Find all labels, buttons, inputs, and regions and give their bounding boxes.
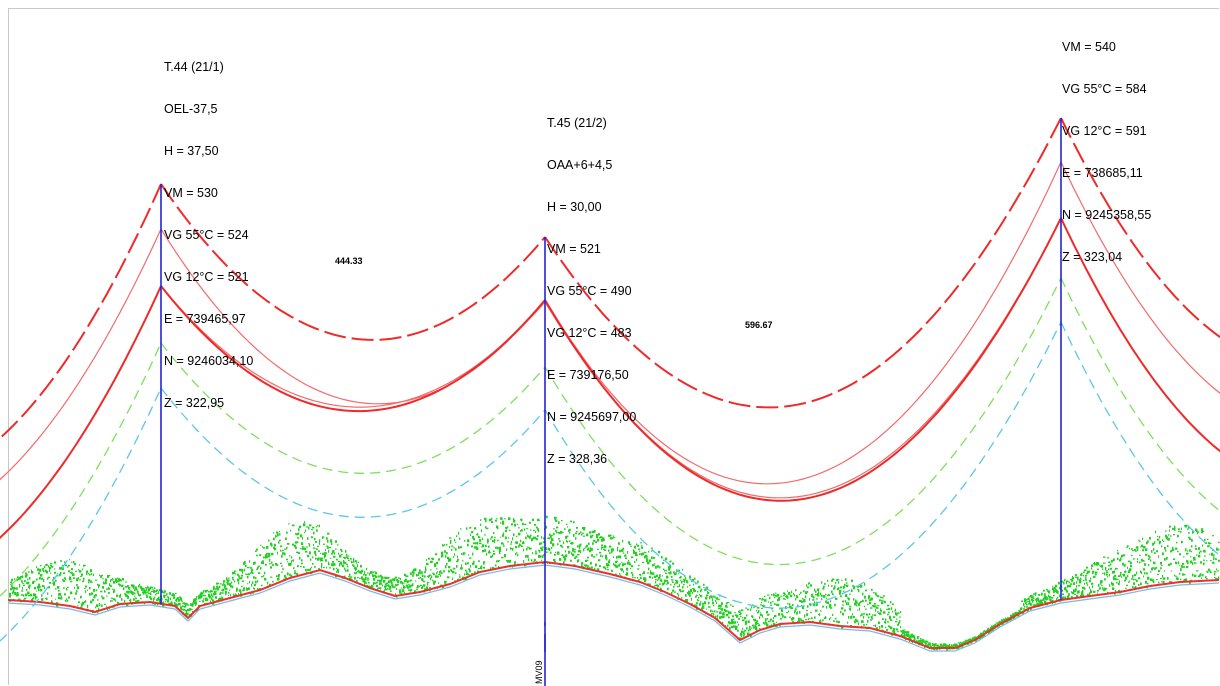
tower-t44-line: N = 9246034,10 — [164, 354, 254, 368]
ground-profile-line — [7, 560, 1220, 649]
tower-t45-line: VG 12°C = 483 — [547, 326, 632, 340]
tower-t44-line: VM = 530 — [164, 186, 218, 200]
tower-t44-line: H = 37,50 — [164, 144, 219, 158]
tower-t45-line: N = 9245697,00 — [547, 410, 637, 424]
tower-t44-annotation: T.44 (21/1) OEL-37,5 H = 37,50 VM = 530 … — [164, 32, 253, 424]
vegetation-layer — [9, 515, 1220, 651]
tower-t45-line: E = 739176,50 — [547, 368, 629, 382]
tower-t46-line: Z = 323,04 — [1062, 250, 1123, 264]
tower-t45-line: OAA+6+4,5 — [547, 158, 613, 172]
tower-t44-line: VG 55°C = 524 — [164, 228, 249, 242]
tower-t46-line: VM = 540 — [1062, 40, 1116, 54]
tower-t45-line: H = 30,00 — [547, 200, 602, 214]
tower-t45-line: VM = 521 — [547, 242, 601, 256]
tower-t45-line: Z = 328,36 — [547, 452, 608, 466]
tower-t46-line: E = 738685,11 — [1062, 166, 1143, 180]
vegetation-points — [9, 515, 1220, 651]
tower-t44-line: OEL-37,5 — [164, 102, 218, 116]
drawing-frame — [8, 8, 1219, 685]
conductor-upper-thin — [0, 161, 1220, 485]
tower-t44-line: T.44 (21/1) — [164, 60, 224, 74]
mid-vertical-label: MV09 — [534, 660, 544, 684]
tower-t44-line: E = 739465,97 — [164, 312, 246, 326]
tower-t45-annotation: T.45 (21/2) OAA+6+4,5 H = 30,00 VM = 521… — [547, 88, 636, 480]
tower-t45-line: T.45 (21/2) — [547, 116, 607, 130]
span-length-1: 444.33 — [335, 256, 363, 266]
ground-profile — [7, 560, 1220, 652]
tower-t45-line: VG 55°C = 490 — [547, 284, 632, 298]
ground-profile-secondary — [7, 564, 1220, 652]
catenary-layer — [0, 117, 1220, 642]
tower-t46-line: VG 55°C = 584 — [1062, 82, 1147, 96]
tower-layer — [160, 118, 1062, 686]
span-length-2: 596.67 — [745, 320, 773, 330]
conductor-top-dashed — [0, 117, 1220, 440]
tower-t44-line: VG 12°C = 521 — [164, 270, 249, 284]
tower-t46-line: N = 9245358,55 — [1062, 208, 1152, 222]
tower-t44-line: Z = 322,95 — [164, 396, 225, 410]
tower-t46-line: VG 12°C = 591 — [1062, 124, 1147, 138]
tower-t46-annotation: VM = 540 VG 55°C = 584 VG 12°C = 591 E =… — [1062, 12, 1151, 278]
conductor-main — [0, 217, 1220, 540]
